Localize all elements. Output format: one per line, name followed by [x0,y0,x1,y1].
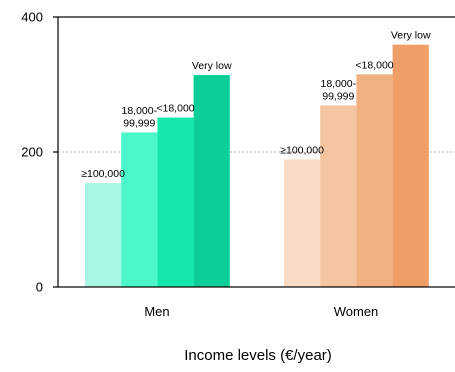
x-axis-label: Income levels (€/year) [184,347,332,364]
bar-data-label: Very low [391,30,431,42]
bar-series [85,44,429,287]
y-axis-ticks: 0 200 400 [21,10,58,295]
bar [392,44,429,287]
bar-data-label: ≥100,000 [280,144,324,156]
x-axis-categories: Men Women [144,304,378,319]
bar-data-label: <18,000 [156,103,194,115]
bar [157,117,194,287]
bar [320,105,357,287]
bar-data-label: Very low [192,60,232,72]
bar-data-label: 18,000-99,999 [320,78,356,103]
bar [121,132,158,287]
y-tick-label: 400 [21,10,43,25]
bar-data-label: <18,000 [355,59,393,71]
y-tick-label: 0 [36,280,43,295]
bar [85,183,122,287]
bar [284,159,321,287]
x-category-label: Men [144,304,169,319]
y-tick-label: 200 [21,145,43,160]
bar-data-label: ≥100,000 [81,168,125,180]
bar-data-label: 18,000-99,999 [121,105,157,130]
bar [356,74,393,287]
bar [193,75,230,287]
x-category-label: Women [334,304,379,319]
